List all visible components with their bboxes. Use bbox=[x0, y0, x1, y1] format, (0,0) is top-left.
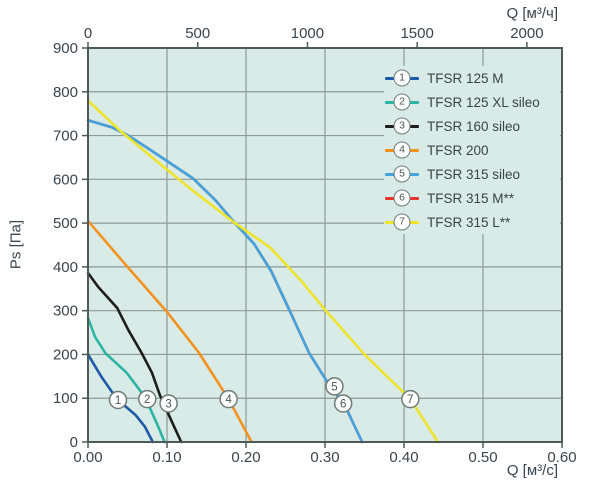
legend-number-circle: 3 bbox=[393, 117, 411, 135]
svg-text:4: 4 bbox=[225, 394, 232, 406]
curve-tfsr-315-l- bbox=[86, 99, 440, 444]
legend-marker-3: 3 bbox=[384, 117, 420, 135]
y-tick-label: 200 bbox=[53, 346, 78, 363]
y-tick-label: 800 bbox=[53, 84, 78, 101]
svg-text:5: 5 bbox=[331, 381, 337, 393]
legend-number-circle: 7 bbox=[393, 213, 411, 231]
legend-number-circle: 5 bbox=[393, 165, 411, 183]
legend-marker-5: 5 bbox=[384, 165, 420, 183]
svg-text:3: 3 bbox=[165, 398, 171, 410]
curve-marker-4: 4 bbox=[219, 389, 238, 409]
y-tick-label: 900 bbox=[53, 40, 78, 57]
y-tick-label: 700 bbox=[53, 128, 78, 145]
x-bottom-tick-label: 0.10 bbox=[152, 449, 181, 466]
curve-marker-7: 7 bbox=[401, 389, 420, 409]
legend-label: TFSR 315 L** bbox=[427, 214, 511, 230]
svg-text:7: 7 bbox=[407, 394, 413, 406]
x-bottom-tick-label: 0.20 bbox=[231, 449, 260, 466]
x-axis-title-top: Q [м³/ч] bbox=[506, 5, 558, 22]
x-bottom-tick-label: 0.50 bbox=[468, 449, 497, 466]
x-bottom-tick-label: 0.00 bbox=[73, 449, 102, 466]
y-tick-label: 300 bbox=[53, 303, 78, 320]
legend-item-tfsr-125-xl-sileo: 2 TFSR 125 XL sileo bbox=[384, 90, 560, 114]
curve-marker-5: 5 bbox=[325, 377, 344, 396]
legend-marker-6: 6 bbox=[384, 189, 420, 207]
plot-border bbox=[87, 47, 563, 443]
legend-label: TFSR 160 sileo bbox=[427, 118, 521, 134]
legend-number-circle: 6 bbox=[393, 189, 411, 207]
curve-marker-6: 6 bbox=[333, 394, 353, 413]
y-tick-label: 600 bbox=[53, 171, 78, 188]
legend-label: TFSR 125 XL sileo bbox=[427, 94, 540, 110]
axis-ticks bbox=[82, 42, 563, 448]
svg-text:6: 6 bbox=[340, 398, 346, 410]
legend-label: TFSR 125 M bbox=[427, 70, 504, 86]
y-tick-label: 500 bbox=[53, 215, 78, 232]
legend-label: TFSR 315 M** bbox=[427, 190, 515, 206]
y-axis-title: Ps [Па] bbox=[7, 219, 25, 270]
curve-marker-3: 3 bbox=[159, 394, 178, 413]
legend-item-tfsr-315-sileo: 5 TFSR 315 sileo bbox=[384, 162, 560, 186]
legend-item-tfsr-160-sileo: 3 TFSR 160 sileo bbox=[384, 114, 560, 138]
y-tick-label: 400 bbox=[53, 259, 78, 276]
legend-item-tfsr-315-l-: 7 TFSR 315 L** bbox=[384, 210, 560, 234]
x-bottom-tick-label: 0.60 bbox=[547, 449, 576, 466]
curve-tfsr-125-xl-sileo bbox=[86, 316, 166, 444]
svg-text:1: 1 bbox=[115, 395, 121, 407]
curve-marker-1: 1 bbox=[108, 390, 128, 410]
x-axis-title-bottom: Q [м³/с] bbox=[506, 462, 558, 479]
y-tick-label: 100 bbox=[53, 390, 78, 407]
x-top-tick-label: 1000 bbox=[291, 25, 324, 42]
curve-tfsr-160-sileo bbox=[86, 271, 183, 444]
legend-item-tfsr-125-m: 1 TFSR 125 M bbox=[384, 66, 560, 90]
y-tick-label: 0 bbox=[70, 434, 78, 451]
curve-markers: 1 2 3 4 56 7 bbox=[108, 377, 420, 413]
legend-number-circle: 4 bbox=[393, 141, 411, 159]
legend-marker-2: 2 bbox=[384, 93, 420, 111]
curve-marker-2: 2 bbox=[138, 389, 157, 409]
tick-labels: 0 100 200 300 400 500 600 700 800 900 0.00 0.10 0.20… bbox=[53, 25, 577, 466]
legend-number-circle: 1 bbox=[393, 69, 411, 87]
x-top-tick-label: 2000 bbox=[510, 25, 543, 42]
x-bottom-tick-label: 0.30 bbox=[310, 449, 339, 466]
legend-label: TFSR 200 bbox=[427, 142, 489, 158]
x-top-tick-label: 500 bbox=[185, 25, 210, 42]
x-bottom-tick-label: 0.40 bbox=[389, 449, 418, 466]
legend-label: TFSR 315 sileo bbox=[427, 166, 521, 182]
legend-item-tfsr-315-m-: 6 TFSR 315 M** bbox=[384, 186, 560, 210]
svg-text:2: 2 bbox=[144, 394, 150, 406]
legend-marker-7: 7 bbox=[384, 213, 420, 231]
legend-marker-4: 4 bbox=[384, 141, 420, 159]
x-top-tick-label: 0 bbox=[84, 25, 92, 42]
legend-number-circle: 2 bbox=[393, 93, 411, 111]
legend: 1 TFSR 125 M 2 TFSR 125 XL sileo 3 TFSR 160 s… bbox=[384, 66, 560, 234]
legend-item-tfsr-200: 4 TFSR 200 bbox=[384, 138, 560, 162]
x-top-tick-label: 1500 bbox=[400, 25, 433, 42]
legend-marker-1: 1 bbox=[384, 69, 420, 87]
